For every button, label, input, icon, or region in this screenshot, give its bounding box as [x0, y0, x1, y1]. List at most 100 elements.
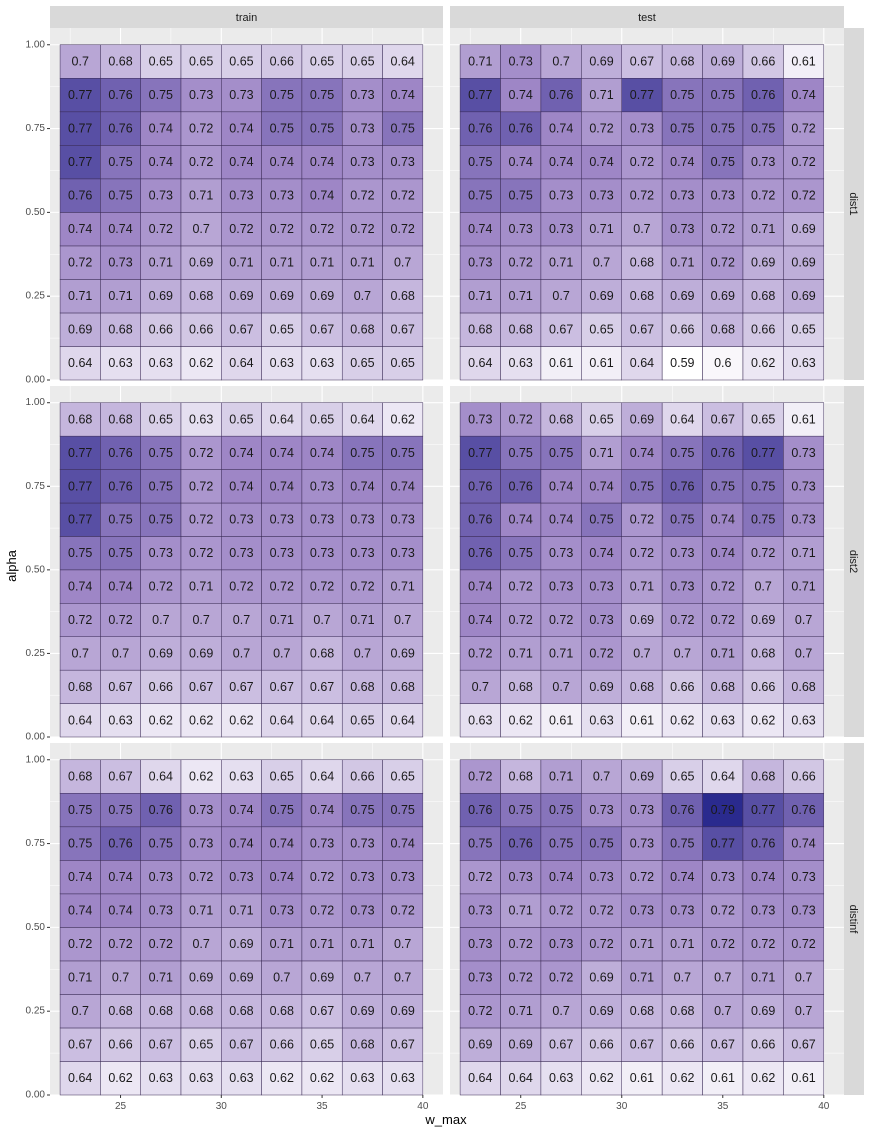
cell-value-label: 0.69	[751, 256, 775, 270]
cell-value-label: 0.72	[68, 937, 92, 951]
cell-value-label: 0.72	[711, 222, 735, 236]
cell-value-label: 0.71	[468, 55, 492, 69]
cell-value-label: 0.75	[391, 803, 415, 817]
heatmap-cell	[621, 603, 663, 637]
cell-value-label: 0.73	[791, 870, 815, 884]
heatmap-cell	[341, 245, 383, 280]
cell-value-label: 0.71	[310, 937, 334, 951]
heatmap-cell	[261, 1027, 303, 1062]
cell-value-label: 0.63	[791, 356, 815, 370]
heatmap-cell	[540, 536, 582, 571]
heatmap-cell	[459, 860, 501, 895]
heatmap-cell	[783, 212, 825, 247]
heatmap-cell	[702, 860, 744, 895]
heatmap-cell	[140, 636, 182, 671]
heatmap-cell	[221, 346, 262, 381]
cell-value-label: 0.72	[468, 646, 492, 660]
cell-value-label: 0.62	[391, 412, 415, 426]
cell-value-label: 0.75	[711, 122, 735, 136]
heatmap-cell	[382, 826, 424, 861]
cell-value-label: 0.63	[310, 356, 334, 370]
heatmap-cell	[581, 569, 622, 604]
heatmap-cell	[783, 469, 825, 504]
cell-value-label: 0.74	[468, 613, 492, 627]
cell-value-label: 0.69	[149, 289, 173, 303]
cell-value-label: 0.59	[670, 356, 694, 370]
heatmap-cell	[341, 759, 383, 794]
cell-value-label: 0.64	[310, 770, 334, 784]
heatmap-cell	[500, 1061, 542, 1096]
cell-value-label: 0.69	[68, 323, 92, 337]
heatmap-cell	[100, 927, 141, 962]
cell-value-label: 0.74	[549, 122, 573, 136]
heatmap-cell	[261, 312, 303, 347]
cell-value-label: 0.72	[350, 189, 374, 203]
cell-value-label: 0.75	[549, 446, 573, 460]
heatmap-cell	[702, 346, 744, 381]
cell-value-label: 0.69	[149, 646, 173, 660]
cell-value-label: 0.69	[468, 1038, 492, 1052]
cell-value-label: 0.72	[589, 122, 613, 136]
cell-value-label: 0.73	[630, 803, 654, 817]
heatmap-cell	[459, 312, 501, 347]
cell-value-label: 0.68	[189, 289, 213, 303]
cell-value-label: 0.65	[391, 770, 415, 784]
heatmap-cell	[180, 312, 222, 347]
heatmap-cell	[221, 1061, 262, 1096]
cell-value-label: 0.73	[589, 613, 613, 627]
cell-value-label: 0.73	[350, 870, 374, 884]
cell-value-label: 0.72	[270, 580, 294, 594]
cell-value-label: 0.64	[391, 55, 415, 69]
cell-value-label: 0.67	[108, 770, 132, 784]
cell-value-label: 0.7	[112, 646, 129, 660]
heatmap-cell	[341, 793, 383, 828]
heatmap-cell	[702, 759, 744, 794]
heatmap-cell	[301, 927, 343, 962]
heatmap-cell	[341, 669, 383, 704]
cell-value-label: 0.69	[229, 971, 253, 985]
heatmap-cell	[661, 1061, 703, 1096]
cell-value-label: 0.67	[391, 323, 415, 337]
cell-value-label: 0.71	[68, 289, 92, 303]
heatmap-cell	[261, 603, 303, 637]
cell-value-label: 0.68	[630, 1004, 654, 1018]
heatmap-cell	[742, 669, 784, 704]
heatmap-cell	[459, 759, 501, 794]
cell-value-label: 0.65	[310, 412, 334, 426]
heatmap-cell	[783, 312, 825, 347]
heatmap-cell	[621, 78, 663, 113]
heatmap-cell	[140, 793, 182, 828]
heatmap-cell	[301, 759, 343, 794]
cell-value-label: 0.77	[630, 88, 654, 102]
cell-value-label: 0.73	[149, 189, 173, 203]
cell-value-label: 0.72	[108, 613, 132, 627]
cell-value-label: 0.72	[310, 580, 334, 594]
heatmap-cell	[500, 469, 542, 504]
cell-value-label: 0.72	[509, 412, 533, 426]
cell-value-label: 0.6	[714, 356, 731, 370]
heatmap-cell	[140, 78, 182, 113]
cell-value-label: 0.75	[549, 837, 573, 851]
heatmap-cell	[382, 669, 424, 704]
heatmap-cell	[261, 346, 303, 381]
cell-value-label: 0.73	[589, 189, 613, 203]
heatmap-cell	[221, 860, 262, 895]
cell-value-label: 0.72	[310, 904, 334, 918]
facet-strip-label-train: train	[236, 12, 257, 24]
heatmap-cell	[382, 78, 424, 113]
cell-value-label: 0.69	[630, 613, 654, 627]
cell-value-label: 0.72	[149, 222, 173, 236]
heatmap-cell	[783, 569, 825, 604]
heatmap-cell	[783, 1061, 825, 1096]
cell-value-label: 0.76	[751, 88, 775, 102]
cell-value-label: 0.71	[509, 904, 533, 918]
cell-value-label: 0.73	[391, 870, 415, 884]
heatmap-cell	[341, 78, 383, 113]
cell-value-label: 0.67	[549, 1038, 573, 1052]
cell-value-label: 0.64	[711, 770, 735, 784]
cell-value-label: 0.64	[68, 356, 92, 370]
cell-value-label: 0.74	[229, 446, 253, 460]
cell-value-label: 0.73	[310, 479, 334, 493]
cell-value-label: 0.7	[233, 613, 250, 627]
cell-value-label: 0.72	[711, 613, 735, 627]
